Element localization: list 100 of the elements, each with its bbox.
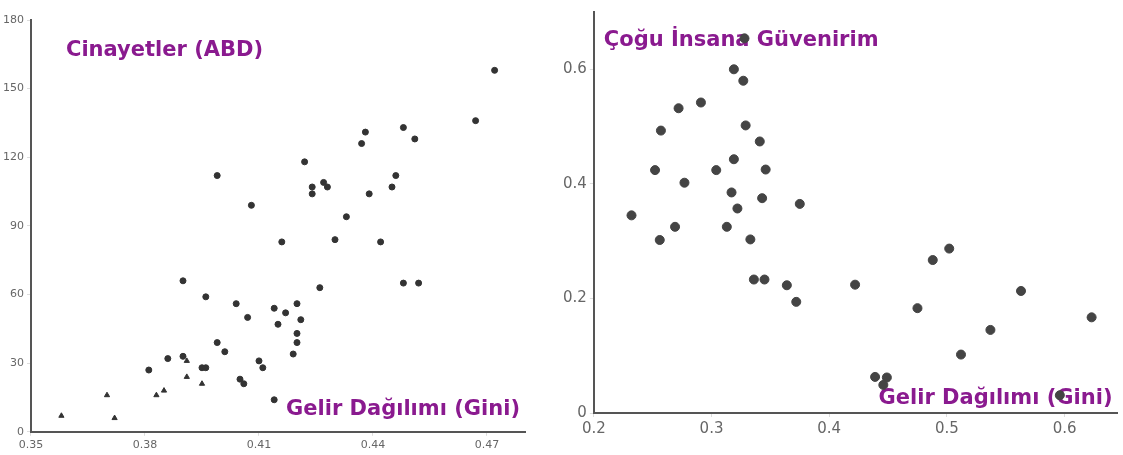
point	[274, 320, 282, 328]
point	[58, 412, 65, 418]
point	[794, 198, 805, 209]
point	[399, 279, 407, 287]
point	[282, 309, 290, 317]
point	[679, 177, 690, 188]
point	[745, 234, 756, 245]
point	[278, 238, 286, 246]
x-tick-label: 0.41	[246, 438, 272, 452]
point	[944, 243, 955, 254]
point	[153, 391, 160, 398]
point	[912, 303, 923, 314]
point	[247, 201, 255, 209]
point	[293, 339, 301, 347]
y-axis-title: Cinayetler (ABD)	[66, 36, 264, 61]
point	[145, 366, 153, 374]
point	[626, 210, 637, 221]
point	[881, 372, 892, 383]
point	[308, 183, 316, 191]
point	[399, 124, 407, 132]
x-tick-label: 0.4	[817, 418, 842, 437]
point	[244, 313, 252, 321]
point	[103, 391, 111, 398]
point	[301, 158, 309, 166]
x-tick-label: 0.44	[360, 438, 386, 452]
point	[740, 120, 751, 131]
x-tick-label: 0.38	[132, 438, 158, 452]
point	[213, 339, 221, 347]
point	[361, 128, 369, 136]
x-tick-label: 0.47	[474, 438, 500, 452]
point	[738, 75, 749, 86]
point	[213, 172, 221, 180]
point	[331, 236, 339, 244]
point	[221, 348, 229, 356]
y-tick-label: 150	[3, 81, 24, 95]
point	[850, 279, 861, 290]
x-axis-title: Gelir Dağılımı (Gini)	[286, 395, 520, 420]
point	[491, 66, 499, 74]
point	[721, 221, 732, 232]
y-tick-label: 60	[10, 287, 24, 301]
point	[365, 190, 373, 198]
point	[308, 190, 316, 198]
point	[670, 221, 681, 232]
point	[791, 296, 802, 307]
y-tick-label: 0	[577, 402, 587, 421]
point	[198, 380, 206, 386]
point	[759, 274, 770, 285]
y-tick-label: 0.4	[563, 173, 587, 192]
point	[111, 414, 118, 421]
point	[415, 279, 423, 287]
point	[472, 117, 480, 125]
point	[726, 187, 737, 198]
y-tick-label: 0.6	[563, 59, 587, 78]
point	[760, 164, 771, 175]
point	[297, 316, 305, 324]
point	[323, 183, 331, 191]
point	[754, 136, 765, 147]
point	[270, 396, 278, 404]
point	[202, 364, 210, 372]
y-tick-label: 30	[10, 356, 24, 370]
point	[748, 274, 759, 285]
point	[411, 135, 419, 143]
point	[673, 103, 684, 114]
point	[1016, 285, 1027, 296]
point	[1086, 312, 1097, 323]
point	[377, 238, 385, 246]
point	[757, 193, 768, 204]
point	[236, 375, 244, 383]
y-tick-label: 180	[3, 12, 24, 26]
point	[781, 280, 792, 291]
point	[927, 255, 938, 266]
point	[202, 293, 210, 301]
point	[320, 178, 328, 186]
point	[870, 371, 881, 382]
x-tick-label: 0.5	[934, 418, 959, 437]
point	[732, 203, 743, 214]
point	[711, 165, 722, 176]
point	[232, 300, 240, 308]
point	[240, 380, 248, 388]
point	[392, 172, 400, 180]
point	[316, 284, 324, 292]
point	[650, 165, 661, 176]
point	[179, 352, 187, 360]
point	[293, 329, 301, 337]
point	[160, 387, 168, 393]
point	[388, 183, 396, 191]
point	[728, 64, 739, 75]
y-tick-label: 120	[3, 150, 24, 164]
y-tick-label: 0.2	[563, 288, 587, 307]
point	[179, 277, 187, 285]
point	[655, 125, 666, 136]
x-tick-label: 0.35	[18, 438, 44, 452]
point	[164, 355, 172, 363]
point	[358, 140, 366, 148]
point	[728, 154, 739, 165]
x-tick-label: 0.2	[581, 418, 606, 437]
y-tick-label: 0	[17, 424, 24, 438]
y-tick-label: 90	[10, 218, 24, 232]
point	[183, 373, 190, 379]
point	[259, 364, 267, 372]
